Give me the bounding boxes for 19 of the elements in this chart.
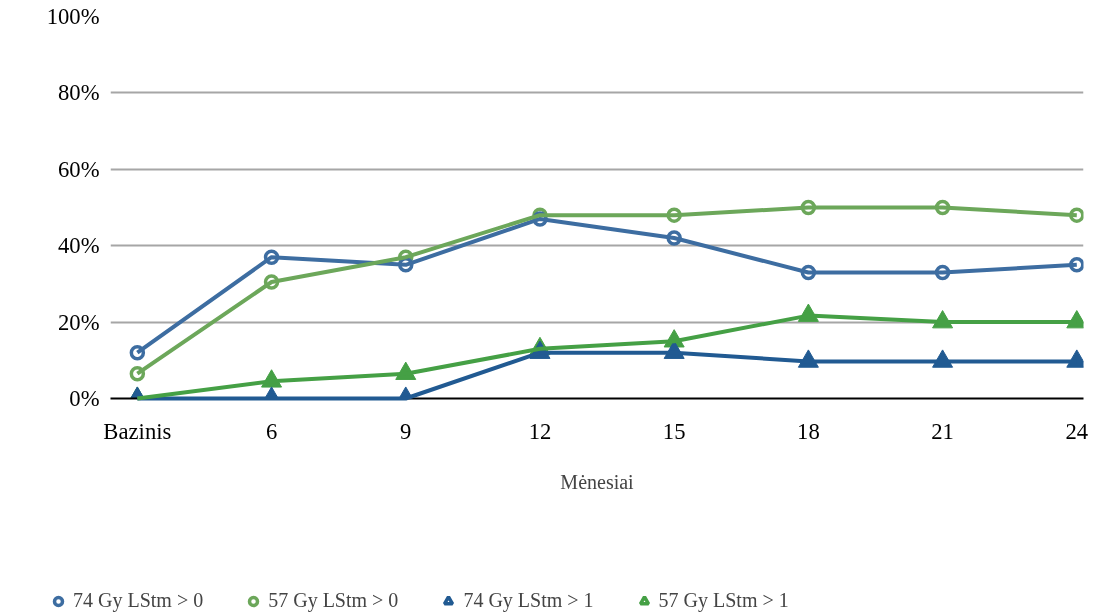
y-tick-label: 100% [46,4,100,29]
x-tick-label: 21 [931,418,954,444]
y-tick-label: 40% [57,233,100,259]
x-tick-label: 18 [797,418,820,444]
x-axis-title: Mėnesiai [560,470,635,493]
y-tick-label: 20% [57,309,100,335]
legend-label: 74 Gy LStm > 0 [73,589,204,612]
x-tick-label: Bazinis [103,418,172,444]
x-tick-label: 12 [528,418,552,444]
legend-label: 57 Gy LStm > 0 [268,589,399,612]
x-tick-label: 15 [662,418,686,444]
x-tick-label: 24 [1065,418,1089,444]
legend-label: 74 Gy LStm > 1 [463,589,594,612]
y-tick-label: 0% [69,386,100,411]
y-tick-label: 60% [57,156,100,182]
x-tick-label: 9 [400,418,412,444]
x-tick-label: 6 [265,418,278,444]
y-tick-label: 80% [57,80,100,106]
legend-label: 57 Gy LStm > 1 [658,589,789,612]
